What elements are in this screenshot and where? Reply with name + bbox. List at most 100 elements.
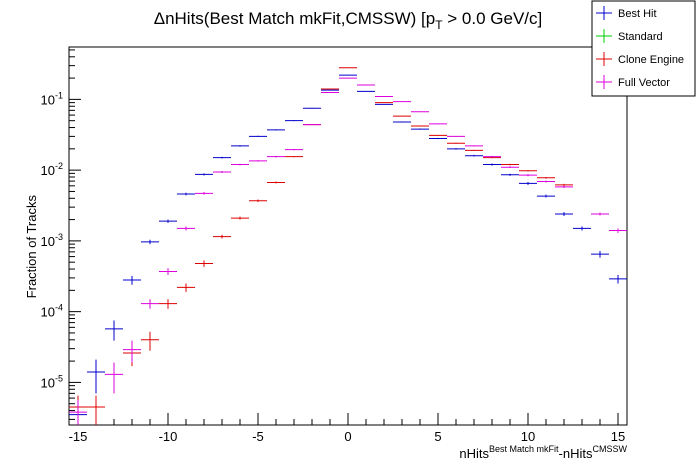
data-point	[591, 250, 609, 258]
data-point	[609, 274, 627, 284]
data-point	[411, 111, 429, 113]
data-point	[465, 145, 483, 147]
data-point	[159, 219, 177, 223]
x-tick-label: -15	[69, 429, 88, 444]
data-point	[447, 148, 465, 150]
axis-ticks	[69, 49, 619, 425]
data-point	[591, 212, 609, 216]
data-point	[609, 228, 627, 233]
data-point	[267, 155, 285, 158]
data-point	[105, 320, 123, 341]
data-point	[321, 89, 339, 91]
data-point	[447, 135, 465, 137]
series-full-vector	[69, 77, 627, 425]
data-point	[411, 128, 429, 130]
series-best-hit	[69, 74, 627, 425]
data-point	[555, 183, 573, 186]
x-tick-label: -5	[252, 429, 264, 444]
plot-frame	[68, 46, 628, 426]
x-axis-label: nHitsBest Match mkFit-nHitsCMSSW	[459, 444, 627, 461]
legend-label: Standard	[618, 31, 663, 43]
data-point	[375, 95, 393, 97]
legend-label: Full Vector	[618, 77, 670, 89]
data-point	[483, 163, 501, 166]
x-axis-label-base1: nHits	[459, 446, 489, 461]
chart-title-suffix: > 0.0 GeV/c]	[443, 9, 543, 28]
x-tick-label: 0	[344, 429, 351, 444]
data-point	[177, 192, 195, 196]
y-tick-label: 10-4	[41, 303, 63, 320]
y-axis-label: Fraction of Tracks	[24, 195, 39, 299]
data-point	[519, 181, 537, 185]
y-tick-label: 10-2	[41, 161, 63, 178]
data-series	[69, 67, 627, 425]
data-point	[537, 180, 555, 183]
data-point	[177, 226, 195, 231]
data-point	[375, 103, 393, 105]
data-point	[195, 173, 213, 176]
data-point	[213, 156, 231, 159]
data-point	[429, 123, 447, 125]
y-tick-label: 10-5	[41, 373, 63, 390]
data-point	[159, 299, 177, 309]
legend-entry: Clone Engine	[596, 52, 684, 66]
data-point	[249, 160, 267, 162]
data-point	[393, 121, 411, 123]
data-point	[123, 340, 141, 363]
chart-title-subscript: T	[435, 18, 443, 32]
data-point	[195, 260, 213, 267]
data-point	[87, 395, 105, 425]
chart-title: ΔnHits(Best Match mkFit,CMSSW) [pT > 0.0…	[154, 9, 543, 32]
data-point	[501, 173, 519, 176]
legend-label: Clone Engine	[618, 54, 684, 66]
data-point	[195, 192, 213, 195]
data-point	[87, 359, 105, 394]
data-point	[285, 148, 303, 151]
data-point	[501, 166, 519, 169]
data-point	[231, 163, 249, 166]
legend-box	[591, 0, 696, 97]
x-tick-label: 15	[611, 429, 625, 444]
x-axis-label-base2: -nHits	[559, 446, 593, 461]
data-point	[465, 149, 483, 151]
data-point	[285, 156, 303, 158]
legend-entry: Standard	[596, 29, 663, 43]
data-point	[231, 216, 249, 220]
data-point	[519, 174, 537, 177]
data-point	[123, 275, 141, 285]
data-point	[573, 226, 591, 231]
data-point	[357, 90, 375, 92]
x-tick-label: -10	[159, 429, 178, 444]
data-point	[159, 268, 177, 275]
data-point	[393, 115, 411, 117]
data-point	[213, 171, 231, 174]
data-point	[555, 185, 573, 188]
legend-entry: Best Hit	[596, 6, 657, 20]
series-clone-engine	[69, 67, 609, 425]
data-point	[447, 142, 465, 144]
data-point	[537, 194, 555, 198]
legend-entry: Full Vector	[596, 75, 670, 89]
x-tick-label: 10	[521, 429, 535, 444]
data-point	[393, 101, 411, 103]
data-point	[177, 283, 195, 292]
data-point	[483, 155, 501, 158]
data-point	[303, 107, 321, 109]
data-point	[501, 163, 519, 166]
data-point	[465, 154, 483, 157]
x-axis-label-sup1: Best Match mkFit	[489, 444, 559, 454]
data-point	[105, 362, 123, 394]
legend-label: Best Hit	[618, 8, 657, 20]
data-point	[429, 134, 447, 136]
data-point	[519, 170, 537, 172]
y-tick-label: 10-3	[41, 232, 63, 249]
data-point	[249, 135, 267, 138]
data-point	[213, 234, 231, 239]
data-point	[249, 199, 267, 202]
data-point	[555, 212, 573, 216]
chart-title-prefix: ΔnHits(Best Match mkFit,CMSSW) [p	[154, 9, 436, 28]
axis-tick-labels: -15 -10 -5 0 5 10 15 10-5 10-4 10-3 10-2 10-1	[41, 90, 626, 444]
data-point	[267, 129, 285, 131]
data-point	[537, 176, 555, 179]
data-point	[303, 124, 321, 126]
